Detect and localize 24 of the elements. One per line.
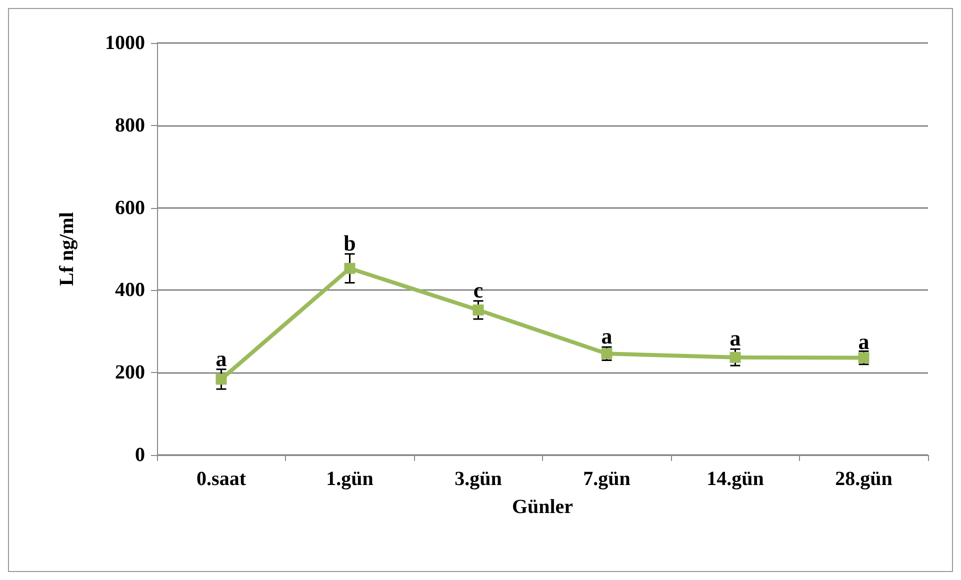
point	[730, 352, 741, 363]
x-tick-label: 28.gün	[835, 468, 892, 490]
x-tick-label: 7.gün	[583, 468, 630, 490]
annotation: b	[344, 230, 356, 256]
y-axis-title: Lf ng/ml	[56, 212, 78, 286]
annotation: a	[216, 346, 227, 371]
annotation: a	[730, 326, 741, 351]
annotation: c	[473, 277, 484, 302]
x-tick-label: 0.saat	[196, 468, 246, 490]
y-tick-label: 600	[115, 196, 145, 219]
x-axis-title: Günler	[512, 496, 574, 518]
x-tick-label: 14.gün	[706, 468, 764, 490]
point	[472, 304, 484, 316]
annotation: a	[601, 324, 612, 349]
point	[216, 374, 227, 385]
x-tick-label: 1.gün	[326, 468, 374, 490]
point	[344, 262, 356, 274]
y-tick-label: 1000	[105, 32, 145, 54]
y-tick-label: 400	[115, 279, 145, 302]
y-tick-label: 800	[115, 114, 145, 136]
x-tick-label: 3.gün	[454, 468, 502, 490]
y-tick-label: 200	[115, 362, 145, 384]
annotation: a	[858, 328, 870, 354]
y-tick-label: 0	[135, 444, 145, 466]
